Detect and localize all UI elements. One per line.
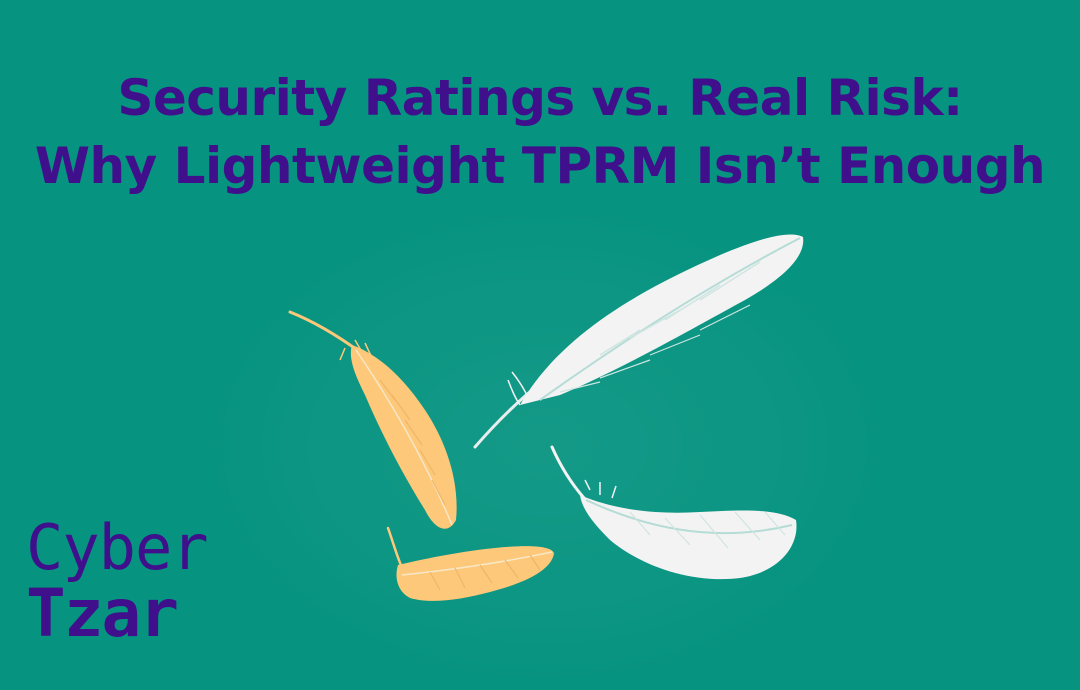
headline-line-1: Security Ratings vs. Real Risk: [117, 69, 963, 127]
white-feather-large-icon [473, 234, 804, 449]
cyber-tzar-logo: Cyber Tzar [26, 511, 209, 652]
orange-feather-small-icon [386, 526, 554, 601]
headline: Security Ratings vs. Real Risk: Why Ligh… [0, 64, 1080, 200]
logo-line-1: Cyber [26, 511, 209, 584]
orange-feather-tall-icon [288, 310, 457, 529]
background-glow [210, 210, 880, 680]
logo-line-2: Tzar [26, 575, 179, 652]
white-feather-bottom-icon [550, 445, 797, 580]
headline-line-2: Why Lightweight TPRM Isn’t Enough [34, 137, 1046, 195]
